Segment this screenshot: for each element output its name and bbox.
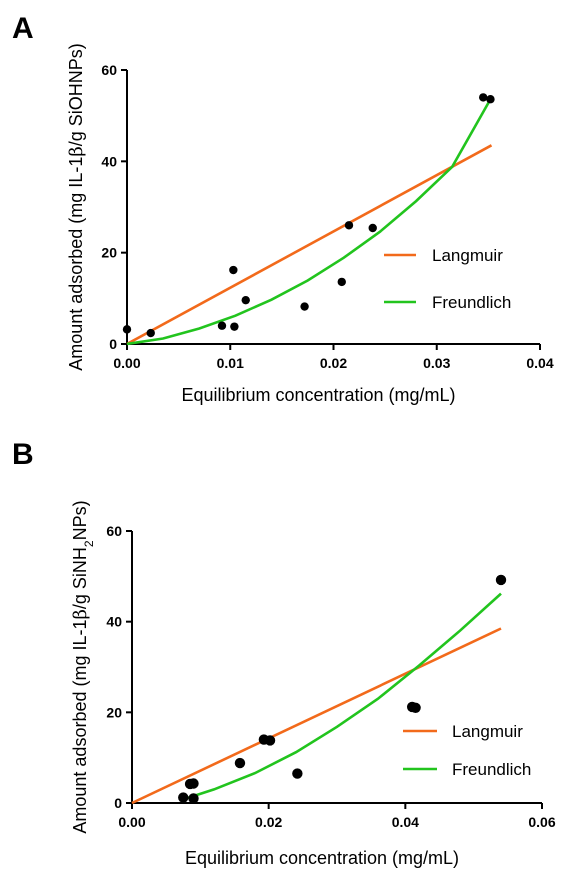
- x-tick-label: 0.00: [118, 814, 145, 830]
- y-tick-label: 20: [106, 704, 122, 720]
- x-tick-label: 0.02: [320, 355, 347, 371]
- freundlich-fit-line: [126, 96, 493, 346]
- data-point: [146, 328, 155, 338]
- data-point: [368, 223, 377, 233]
- data-point: [188, 778, 199, 789]
- langmuir-fit-line: [131, 627, 502, 805]
- data-point: [337, 277, 346, 287]
- data-point: [410, 702, 421, 713]
- x-axis-title: Equilibrium concentration (mg/mL): [181, 385, 455, 405]
- x-tick-label: 0.01: [217, 355, 244, 371]
- y-axis-title-part: /g SiOHNPs): [66, 43, 86, 146]
- legend-label-langmuir: Langmuir: [452, 722, 523, 741]
- data-point: [229, 265, 238, 275]
- y-tick-label: 40: [101, 153, 117, 169]
- x-tick-label: 0.00: [113, 355, 140, 371]
- data-point: [234, 757, 246, 769]
- data-point: [122, 325, 132, 334]
- data-point: [264, 735, 276, 746]
- data-point: [486, 95, 495, 104]
- data-point: [292, 768, 303, 779]
- panel-label: B: [12, 438, 34, 471]
- y-axis-title-part: β: [66, 146, 87, 156]
- freundlich-fit-line: [182, 592, 502, 801]
- data-point: [495, 574, 507, 586]
- y-axis-title-part: 2: [82, 540, 96, 547]
- x-tick-label: 0.04: [526, 355, 553, 371]
- data-point: [230, 322, 239, 331]
- y-tick-label: 0: [114, 795, 122, 811]
- y-axis-title-part: Amount adsorbed (mg IL-1: [66, 157, 86, 371]
- data-point: [300, 302, 309, 311]
- data-point: [178, 792, 189, 803]
- panel-label: A: [12, 12, 34, 45]
- y-axis-title-part: NPs): [70, 500, 90, 540]
- x-axis-title: Equilibrium concentration (mg/mL): [185, 848, 459, 868]
- chart-panel-b: B 0.00 0.02 0.04 0.06 0 20 40 60 Equilibrium conc…: [12, 438, 556, 868]
- legend-label-freundlich: Freundlich: [452, 760, 531, 779]
- data-point: [479, 93, 488, 102]
- langmuir-fit-line: [126, 144, 493, 346]
- data-point: [188, 793, 199, 804]
- y-tick-label: 20: [101, 245, 117, 261]
- x-tick-label: 0.06: [528, 814, 555, 830]
- data-point: [217, 321, 227, 330]
- y-tick-label: 60: [101, 62, 117, 78]
- chart-panel-a: A 0.00 0.01 0.02 0.03 0.04 0 20 40 60 Equilibrium …: [12, 12, 554, 405]
- y-tick-label: 60: [106, 523, 122, 539]
- data-point: [241, 295, 250, 305]
- y-axis-title-part: β: [70, 609, 91, 619]
- data-point: [344, 221, 354, 230]
- legend-label-freundlich: Freundlich: [432, 293, 511, 312]
- x-tick-label: 0.02: [255, 814, 282, 830]
- y-axis-title-part: Amount adsorbed (mg IL-1: [70, 619, 90, 833]
- y-axis-title: Amount adsorbed (mg IL-1β/g SiNH2NPs): [70, 500, 96, 833]
- y-axis-title: Amount adsorbed (mg IL-1β/g SiOHNPs): [66, 43, 87, 371]
- legend-label-langmuir: Langmuir: [432, 246, 503, 265]
- x-tick-label: 0.03: [423, 355, 450, 371]
- y-tick-label: 0: [109, 336, 117, 352]
- y-tick-label: 40: [106, 614, 122, 630]
- x-tick-label: 0.04: [392, 814, 419, 830]
- y-axis-title-part: /g SiNH: [70, 547, 90, 609]
